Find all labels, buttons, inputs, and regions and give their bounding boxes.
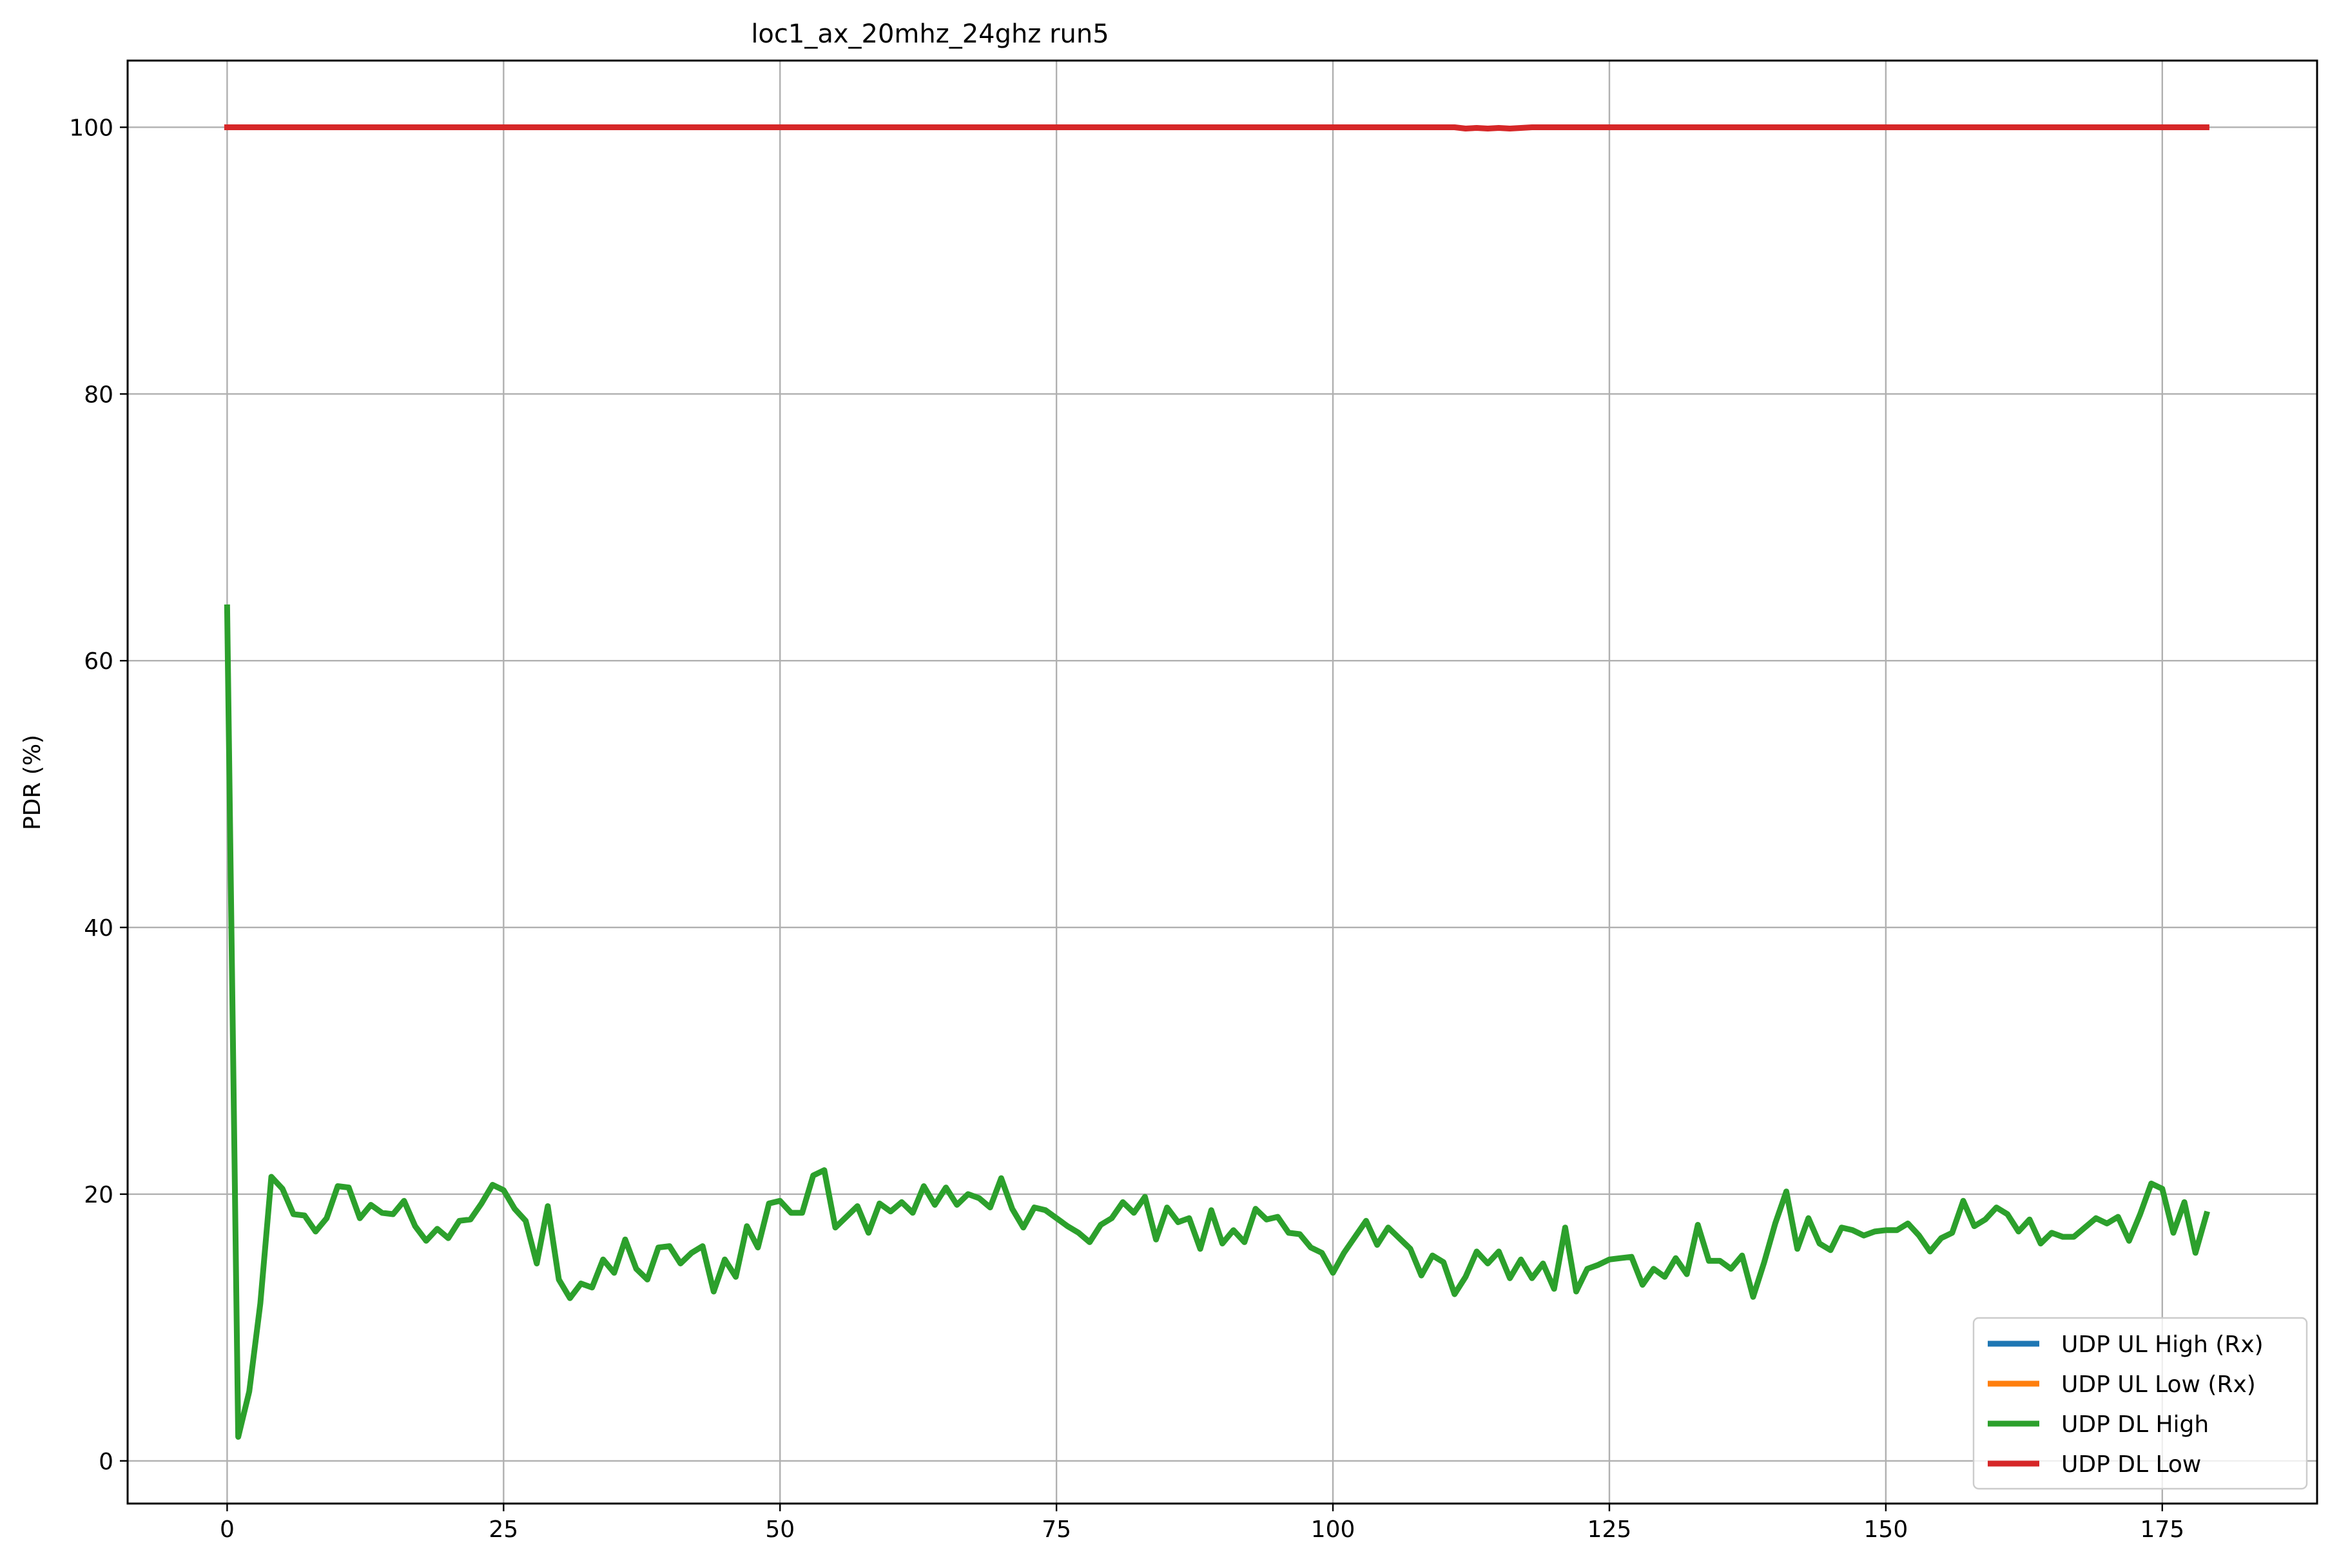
grid-lines [128, 61, 2317, 1504]
legend-box [1972, 1317, 2308, 1490]
x-tick-label: 100 [1311, 1516, 1355, 1543]
x-tick-label: 75 [1042, 1516, 1071, 1543]
y-tick-label: 0 [99, 1449, 113, 1475]
y-tick-label: 60 [84, 648, 113, 675]
legend-label: UDP UL High (Rx) [2061, 1331, 2264, 1358]
legend-label: UDP UL Low (Rx) [2061, 1371, 2256, 1398]
legend-label: UDP DL Low [2061, 1451, 2201, 1478]
y-tick-label: 80 [84, 382, 113, 408]
x-tick-label: 125 [1587, 1516, 1632, 1543]
x-tick-label: 25 [489, 1516, 518, 1543]
axis-ticks: 0 25 50 75 100 125 150 175 0 20 40 60 80 100 [69, 115, 2184, 1543]
plot-frame [126, 59, 2318, 1505]
series-line-udp-dl-high [224, 604, 2210, 1440]
x-tick-label: 150 [1864, 1516, 1908, 1543]
series-line-udp-dl-low [224, 124, 2209, 131]
x-tick-label: 0 [220, 1516, 235, 1543]
x-tick-label: 175 [2140, 1516, 2184, 1543]
y-tick-label: 20 [84, 1182, 113, 1208]
series-lines [224, 124, 2210, 1440]
x-tick-label: 50 [765, 1516, 795, 1543]
y-axis-label: PDR (%) [19, 735, 46, 830]
y-tick-label: 40 [84, 915, 113, 942]
y-tick-label: 100 [69, 115, 113, 141]
legend-label: UDP DL High [2061, 1411, 2209, 1438]
chart-title: loc1_ax_20mhz_24ghz run5 [751, 19, 1109, 49]
legend: UDP UL High (Rx) UDP UL Low (Rx) UDP DL Hi… [1972, 1317, 2308, 1490]
